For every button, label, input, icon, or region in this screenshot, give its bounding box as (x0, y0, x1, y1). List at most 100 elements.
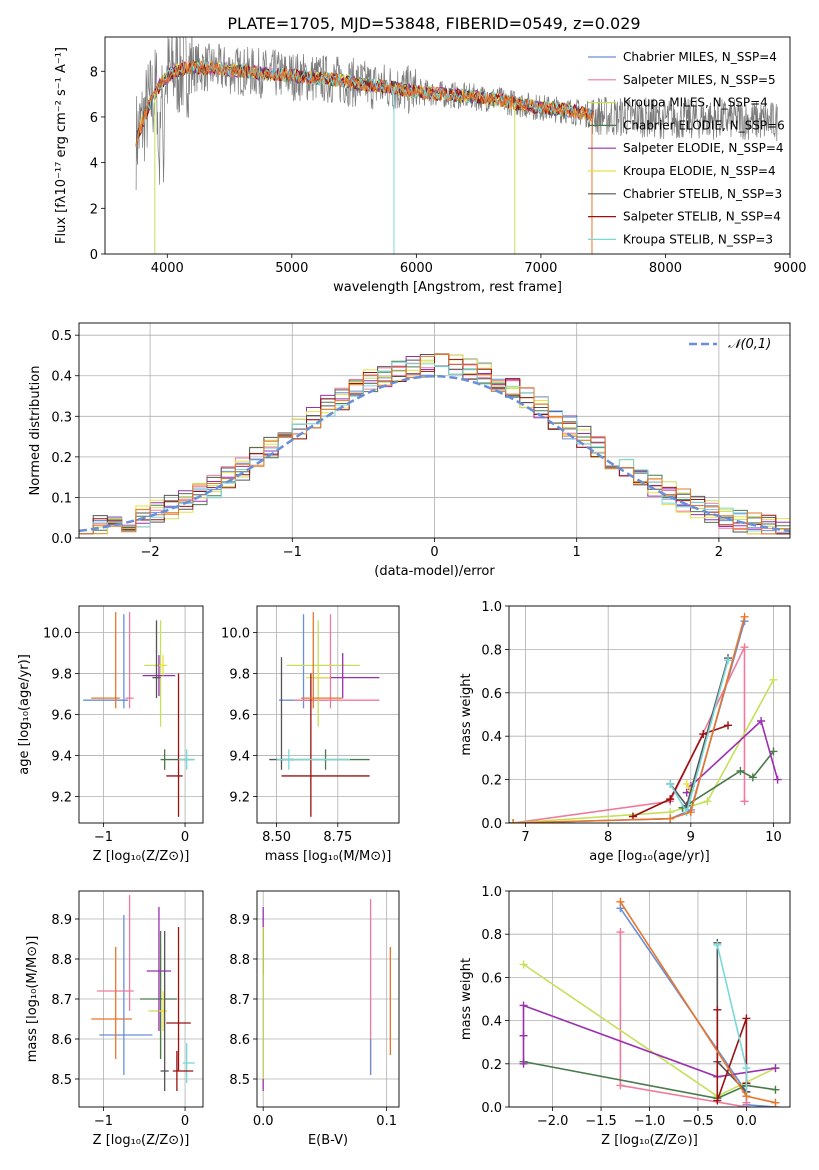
plus-marker (713, 1005, 722, 1014)
mass-weight-line (632, 724, 729, 818)
x-tick-label: 4000 (151, 261, 184, 276)
legend-entry: Chabrier STELIB, N_SSP=3 (623, 187, 782, 201)
y-tick-label: 10.0 (43, 627, 72, 642)
plot-area (135, 37, 778, 254)
x-axis-label: Z [log₁₀(Z/Z⊙)] (93, 1133, 190, 1148)
y-tick-label: 6 (90, 111, 98, 126)
x-tick-label: 8000 (649, 261, 682, 276)
y-tick-label: 0.4 (51, 370, 72, 385)
mass-weight-vs-metallicity-panel: −2.0 −1.5 −1.0 −0.5 0.0 0.0 0.2 0.4 0.6 0.8 1.0 Z [… (459, 885, 791, 1148)
plot-area (509, 612, 782, 823)
x-tick-label: 5000 (275, 261, 308, 276)
plus-marker (740, 797, 749, 806)
plus-marker (724, 656, 733, 665)
mass-weight-line (716, 1009, 748, 1101)
plus-marker (666, 814, 675, 823)
y-tick-label: 1.0 (481, 600, 502, 615)
plus-marker (699, 730, 708, 739)
y-tick-label: 0.2 (481, 774, 502, 789)
plus-marker (771, 1098, 780, 1107)
plot-area (79, 353, 790, 535)
y-tick-label: 9.2 (229, 790, 250, 805)
x-tick-label: 10 (765, 830, 782, 845)
plot-frame (508, 890, 791, 1108)
y-tick-label: 9.4 (229, 749, 250, 764)
y-tick-label: 0.0 (481, 1101, 502, 1116)
model-fit-line (135, 59, 594, 147)
legend-entry: Kroupa STELIB, N_SSP=3 (623, 232, 773, 246)
y-tick-label: 8.6 (229, 1033, 250, 1048)
legend-entry: Chabrier ELODIE, N_SSP=6 (623, 118, 785, 132)
x-tick-label: 1 (573, 545, 581, 560)
y-tick-label: 9.8 (51, 668, 72, 683)
mass-weight-line (619, 932, 748, 1107)
legend-entry: Kroupa ELODIE, N_SSP=4 (623, 164, 776, 178)
x-tick-label: 0 (181, 830, 189, 845)
plus-marker (519, 1031, 528, 1040)
mass-weight-line (523, 1060, 776, 1100)
plus-marker (757, 717, 766, 726)
x-tick-label: 0.0 (736, 1114, 757, 1129)
plus-marker (769, 675, 778, 684)
plus-marker (771, 1064, 780, 1073)
y-tick-label: 0.6 (481, 687, 502, 702)
plus-marker (519, 960, 528, 969)
residual-histogram-step (79, 354, 790, 535)
legend-entry: Chabrier MILES, N_SSP=4 (623, 50, 777, 64)
plus-marker (740, 612, 749, 621)
plus-marker (773, 775, 782, 784)
y-tick-label: 8.9 (229, 913, 250, 928)
age-vs-mass-panel: 8.50 8.75 9.2 9.4 9.6 9.8 10.0 mass [log₁₀(M/M⊙… (221, 605, 400, 864)
residual-histogram-step (79, 361, 790, 535)
x-tick-label: 9 (687, 830, 695, 845)
figure-title: PLATE=1705, MJD=53848, FIBERID=0549, z=0… (227, 14, 640, 33)
y-axis-label: mass [log₁₀(M/M⊙)] (25, 936, 40, 1063)
x-tick-label: 7000 (524, 261, 557, 276)
plot-frame (78, 890, 204, 1108)
x-tick-label: −2 (141, 545, 160, 560)
plus-marker (769, 747, 778, 756)
y-tick-label: 0.8 (481, 643, 502, 658)
x-tick-label: −1.0 (634, 1114, 666, 1129)
mass-weight-line (682, 750, 775, 809)
plus-marker (509, 819, 518, 823)
plot-area (269, 612, 380, 817)
x-axis-label: age [log₁₀(age/yr)] (589, 849, 710, 864)
y-tick-label: 9.2 (51, 790, 72, 805)
x-tick-label: 8 (604, 830, 612, 845)
plus-marker (724, 721, 733, 730)
x-tick-label: 2 (715, 545, 723, 560)
y-tick-label: 8.6 (51, 1033, 72, 1048)
legend-entry: Salpeter ELODIE, N_SSP=4 (623, 141, 784, 155)
plot-frame (78, 322, 791, 539)
spectrum-panel: 4000 5000 6000 7000 8000 9000 0 2 4 6 8 wavelength … (54, 36, 807, 295)
plus-marker (742, 1014, 751, 1023)
plus-marker (682, 779, 691, 788)
y-tick-label: 0.2 (481, 1058, 502, 1073)
y-tick-label: 0.2 (51, 451, 72, 466)
legend-entry: Salpeter STELIB, N_SSP=4 (623, 210, 781, 224)
y-tick-label: 8.8 (229, 953, 250, 968)
plus-marker (713, 1096, 722, 1105)
x-tick-label: 0.0 (253, 1114, 274, 1129)
y-axis-label: mass weight (459, 673, 474, 755)
plus-marker (748, 773, 757, 782)
y-tick-label: 9.6 (229, 709, 250, 724)
y-tick-label: 4 (90, 157, 98, 172)
x-tick-label: 8.75 (323, 830, 352, 845)
y-tick-label: 0.0 (51, 532, 72, 547)
legend-entry: Salpeter MILES, N_SSP=5 (623, 73, 776, 87)
y-tick-label: 10.0 (221, 627, 250, 642)
plus-marker (742, 1064, 751, 1073)
mass-vs-metallicity-panel: −1 0 8.5 8.6 8.7 8.8 8.9 Z [log₁₀(Z/Z⊙)] mass [l… (25, 890, 204, 1148)
residual-histogram-step (79, 353, 790, 535)
plot-frame (104, 36, 791, 255)
mass-weight-vs-age-panel: 7 8 9 10 0.0 0.2 0.4 0.6 0.8 1.0 age [log₁₀(age/yr… (459, 600, 791, 864)
y-tick-label: 8.7 (229, 993, 250, 1008)
y-tick-label: 0.6 (481, 971, 502, 986)
plus-marker (519, 1059, 528, 1068)
y-axis-label: Normed distribution (28, 366, 43, 496)
mass-weight-line (686, 719, 779, 794)
y-axis-label: age [log₁₀(age/yr)] (17, 654, 32, 775)
